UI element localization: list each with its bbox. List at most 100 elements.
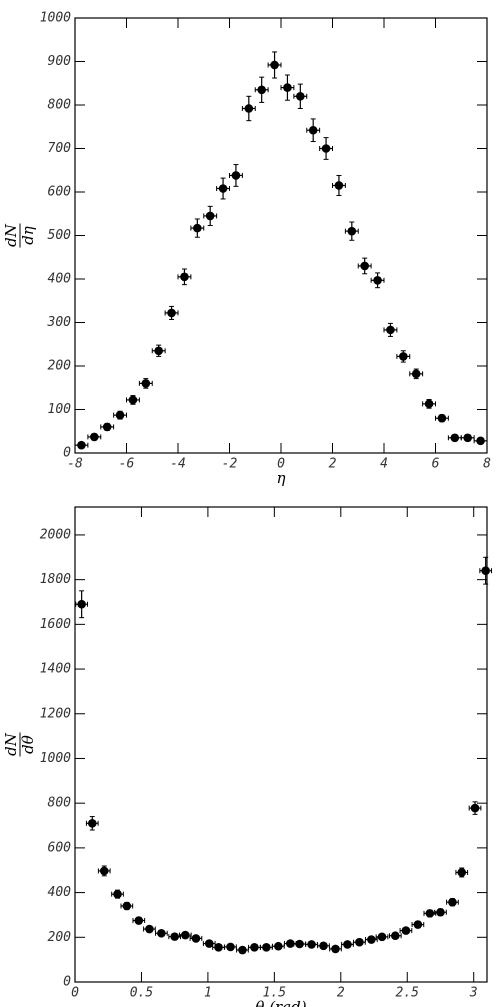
y-tick-label: 0 <box>63 975 71 990</box>
data-point <box>145 924 154 934</box>
data-point <box>481 566 490 576</box>
y-tick-label: 800 <box>48 98 72 113</box>
x-tick-label: 1 <box>204 986 212 1001</box>
data-point <box>377 932 387 942</box>
data-point <box>476 436 485 446</box>
x-tick-label: 2 <box>337 986 345 1001</box>
data-point <box>295 939 304 949</box>
plot-frame <box>74 506 488 983</box>
x-tick-label: 2 <box>329 457 337 472</box>
data-point <box>437 413 447 423</box>
data-point <box>181 930 190 940</box>
y-label-numerator: dN <box>2 223 20 247</box>
y-tick-label: 800 <box>48 796 72 811</box>
x-tick-label: -4 <box>170 457 186 472</box>
y-tick-label: 900 <box>48 54 72 69</box>
data-point <box>450 433 460 443</box>
data-point <box>283 83 292 92</box>
data-point <box>308 125 318 135</box>
data-point <box>205 211 215 221</box>
data-point <box>193 223 202 233</box>
y-tick-label: 0 <box>63 446 71 461</box>
y-tick-label: 1200 <box>40 706 71 721</box>
y-tick-label: 500 <box>48 228 72 243</box>
data-point <box>244 104 254 113</box>
x-tick-label: 0.5 <box>130 986 154 1001</box>
y-tick-label: 1000 <box>40 11 71 26</box>
data-point <box>463 433 472 443</box>
y-tick-label: 200 <box>48 930 72 945</box>
x-tick-label: -6 <box>119 457 135 472</box>
y-tick-label: 100 <box>48 402 72 417</box>
data-point <box>307 940 316 949</box>
data-point <box>134 916 144 925</box>
y-tick-label: 400 <box>48 272 72 287</box>
y-tick-label: 1000 <box>40 751 71 766</box>
data-point <box>257 85 266 95</box>
x-tick-label: 4 <box>380 457 388 472</box>
data-point <box>191 934 201 943</box>
x-tick-label: 6 <box>432 457 440 472</box>
data-point <box>128 395 138 405</box>
data-point <box>90 432 99 442</box>
data-point <box>470 803 480 813</box>
data-point <box>448 897 457 907</box>
data-point <box>157 928 166 938</box>
data-point <box>154 346 163 356</box>
x-axis-label: η <box>277 469 286 487</box>
data-point <box>331 944 340 954</box>
data-point <box>321 144 331 153</box>
x-tick-label: -2 <box>222 457 238 472</box>
data-point <box>373 276 382 285</box>
y-label-denominator: dη <box>19 226 37 245</box>
data-point <box>286 939 295 948</box>
data-point <box>424 399 434 409</box>
data-point <box>122 901 132 911</box>
y-label-numerator: dN <box>2 732 20 756</box>
data-point <box>238 945 247 955</box>
data-point <box>226 942 235 952</box>
data-point <box>399 352 408 361</box>
y-tick-label: 700 <box>48 141 72 156</box>
data-point <box>390 931 400 941</box>
data-point <box>170 932 179 941</box>
y-tick-label: 600 <box>48 840 72 855</box>
y-axis-label: dN dη <box>2 223 37 248</box>
data-point <box>274 941 283 951</box>
data-point <box>231 171 241 180</box>
data-point <box>386 325 395 335</box>
data-point <box>102 422 112 432</box>
y-label-denominator: dθ <box>19 735 37 754</box>
data-point <box>77 599 86 609</box>
data-point <box>360 261 369 271</box>
data-point <box>204 939 214 948</box>
data-point <box>218 184 228 193</box>
data-point <box>250 943 259 952</box>
data-point <box>401 926 411 935</box>
data-point <box>141 379 151 388</box>
data-point <box>319 941 328 951</box>
y-tick-label: 300 <box>47 315 72 330</box>
y-tick-label: 1600 <box>40 617 71 632</box>
x-tick-label: 8 <box>483 457 491 472</box>
data-point <box>262 943 271 952</box>
data-point <box>87 818 97 828</box>
data-point <box>180 272 189 282</box>
data-point <box>355 937 364 947</box>
data-point <box>343 940 352 949</box>
y-axis-label: dN dθ <box>2 732 37 757</box>
data-point <box>411 369 421 379</box>
y-tick-label: 200 <box>48 359 72 374</box>
data-point <box>115 410 125 420</box>
y-tick-label: 1400 <box>40 662 71 677</box>
data-point <box>296 92 305 101</box>
data-point <box>214 943 223 952</box>
x-tick-label: 0 <box>71 986 79 1001</box>
data-point <box>334 181 344 190</box>
x-tick-label: 1.5 <box>263 986 287 1001</box>
y-tick-label: 600 <box>48 185 72 200</box>
x-tick-label: 0 <box>277 457 285 472</box>
data-point <box>425 909 435 918</box>
y-tick-label: 1800 <box>40 572 71 587</box>
